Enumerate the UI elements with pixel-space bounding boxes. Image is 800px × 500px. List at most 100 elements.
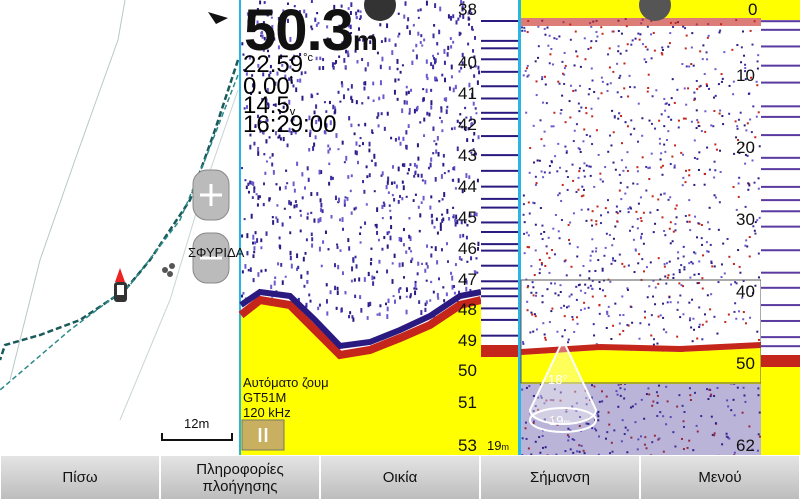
sonar-echo <box>710 260 713 263</box>
sonar-echo <box>317 218 320 224</box>
sonar-echo <box>413 174 416 178</box>
sonar-echo <box>532 330 535 333</box>
sonar-echo <box>250 91 253 96</box>
sonar-echo <box>409 163 412 167</box>
sonar-echo <box>663 125 666 128</box>
sonar-echo <box>434 246 437 252</box>
sonar-echo <box>577 176 580 179</box>
sonar-echo <box>578 84 581 87</box>
sonar-echo <box>441 73 444 77</box>
sonar-echo <box>532 286 535 289</box>
sonar-echo <box>647 73 650 76</box>
sonar-echo <box>540 262 543 265</box>
sonar-echo <box>678 268 681 271</box>
pause-button[interactable] <box>241 419 285 451</box>
sonar-echo <box>607 411 610 414</box>
sonar-echo <box>376 51 379 55</box>
sonar-echo <box>671 155 674 158</box>
sonar-echo <box>583 188 586 191</box>
sonar-echo <box>664 102 667 105</box>
sonar-echo <box>757 276 760 279</box>
sonar-echo <box>720 80 723 83</box>
sonar-echo <box>405 130 408 135</box>
sonar-echo <box>638 337 641 340</box>
sonar-echo <box>372 281 375 286</box>
sonar-echo <box>310 232 313 237</box>
sonar-echo <box>468 82 471 88</box>
sonar-echo <box>548 321 551 324</box>
sonar-echo <box>351 99 354 103</box>
sonar-echo <box>698 281 701 284</box>
collapse-button[interactable] <box>639 0 671 21</box>
sonar-echo <box>366 175 369 179</box>
sonar-echo <box>317 21 320 25</box>
sonar-echo <box>565 306 568 309</box>
sonar-echo <box>757 252 760 255</box>
sonar-echo <box>425 262 428 266</box>
sonar-echo <box>473 55 476 59</box>
sonar-echo <box>280 54 283 59</box>
sonar-echo <box>540 263 543 266</box>
sonar-echo <box>310 25 313 29</box>
sonar-echo <box>526 75 529 78</box>
sonar-echo <box>716 386 719 389</box>
sonar-bottom-edge <box>520 342 762 355</box>
nav-button[interactable]: Πίσω <box>0 455 160 500</box>
sonar-echo <box>680 437 683 440</box>
sonar-echo <box>394 137 397 142</box>
sonar-echo <box>620 96 623 99</box>
sonar-echo <box>540 170 543 173</box>
sonar-echo <box>748 425 751 428</box>
sonar-echo <box>328 162 331 166</box>
sonar-echo <box>340 307 343 313</box>
sonar-echo <box>340 81 343 85</box>
sonar-echo <box>538 436 541 439</box>
sonar-echo <box>693 91 696 94</box>
sonar-echo <box>391 279 394 284</box>
sonar-echo <box>335 306 338 310</box>
sonar-echo <box>584 292 587 295</box>
sonar-echo <box>689 317 692 320</box>
nav-button[interactable]: Οικία <box>320 455 480 500</box>
nav-button[interactable]: Πληροφορίες πλοήγησης <box>160 455 320 500</box>
cone-depth: 19m <box>549 413 570 428</box>
sonar-echo <box>744 205 747 208</box>
sonar-echo <box>350 174 353 178</box>
sonar-echo <box>561 183 564 186</box>
sonar-echo <box>386 314 389 319</box>
collapse-button[interactable] <box>364 0 396 21</box>
sonar-echo <box>689 276 692 279</box>
sonar-echo <box>717 281 720 284</box>
sonar-echo <box>350 279 353 283</box>
sonar-echo <box>353 132 356 136</box>
sonar-echo <box>640 232 643 235</box>
sonar-echo <box>274 131 277 136</box>
sonar-echo <box>370 159 373 162</box>
sonar-echo <box>617 29 620 32</box>
sonar-echo <box>304 71 307 74</box>
a-scope-line <box>481 287 518 290</box>
sonar-echo <box>453 166 456 171</box>
depth-scale-label: 48 <box>458 300 477 319</box>
sonar-echo <box>543 333 546 336</box>
sonar-echo <box>257 195 260 200</box>
nav-button[interactable]: Μενού <box>640 455 800 500</box>
sonar-echo <box>407 90 410 95</box>
sonar-echo <box>473 131 476 136</box>
sonar-echo <box>576 316 579 319</box>
sonar-echo <box>560 108 563 111</box>
sonar-echo <box>682 25 685 28</box>
sonar-echo <box>683 266 686 269</box>
sonar-echo <box>306 216 309 220</box>
sonar-echo <box>612 30 615 33</box>
sonar-echo <box>627 207 630 210</box>
a-scope-line <box>761 249 800 252</box>
sonar-echo <box>305 302 308 308</box>
sonar-echo <box>352 257 355 262</box>
sonar-echo <box>680 284 683 287</box>
sonar-echo <box>260 269 263 273</box>
sonar-echo <box>343 161 346 164</box>
sonar-echo <box>532 420 535 423</box>
nav-button[interactable]: Σήμανση <box>480 455 640 500</box>
